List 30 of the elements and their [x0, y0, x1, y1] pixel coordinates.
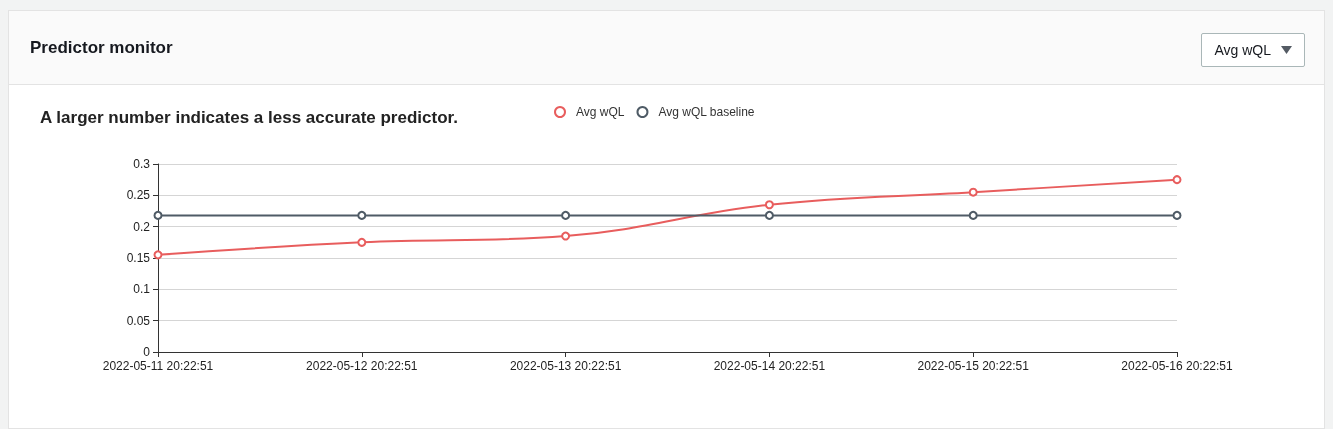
x-tick-label: 2022-05-11 20:22:51 [102, 359, 214, 373]
y-tick-label: 0 [143, 345, 151, 359]
y-tick-label: 0.05 [126, 313, 151, 328]
y-tick-label: 0.2 [133, 219, 151, 234]
x-tick-label: 2022-05-12 20:22:51 [306, 359, 418, 373]
point [1172, 175, 1182, 185]
text: Avg wQL [1214, 42, 1271, 58]
x-tick-label: 2022-05-14 20:22:51 [713, 359, 826, 373]
y-tick-label: 0.1 [133, 282, 151, 297]
y-tick-label: 0.15 [126, 251, 151, 265]
chart-subtitle: A larger number indicates a less accurate predictor. [40, 108, 458, 127]
x-tick-label: 2022-05-16 20:22:51 [1121, 359, 1234, 373]
point [153, 210, 163, 220]
point [968, 187, 978, 197]
y-tick-label: 0.3 [133, 157, 151, 171]
point [357, 237, 367, 247]
point [153, 250, 163, 260]
point [561, 231, 571, 241]
y-tick-label: 0.25 [126, 188, 151, 203]
chart-title: Predictor monitor [30, 38, 173, 58]
point [764, 210, 774, 220]
point [764, 200, 774, 210]
point [1172, 210, 1182, 220]
x-tick-label: 2022-05-13 20:22:51 [509, 359, 622, 373]
legend-label: Avg wQL [576, 105, 625, 119]
point [561, 210, 571, 220]
x-tick-label: 2022-05-15 20:22:51 [917, 359, 1030, 373]
legend-label: Avg wQL baseline [658, 105, 755, 119]
point [357, 210, 367, 220]
point [968, 210, 978, 220]
